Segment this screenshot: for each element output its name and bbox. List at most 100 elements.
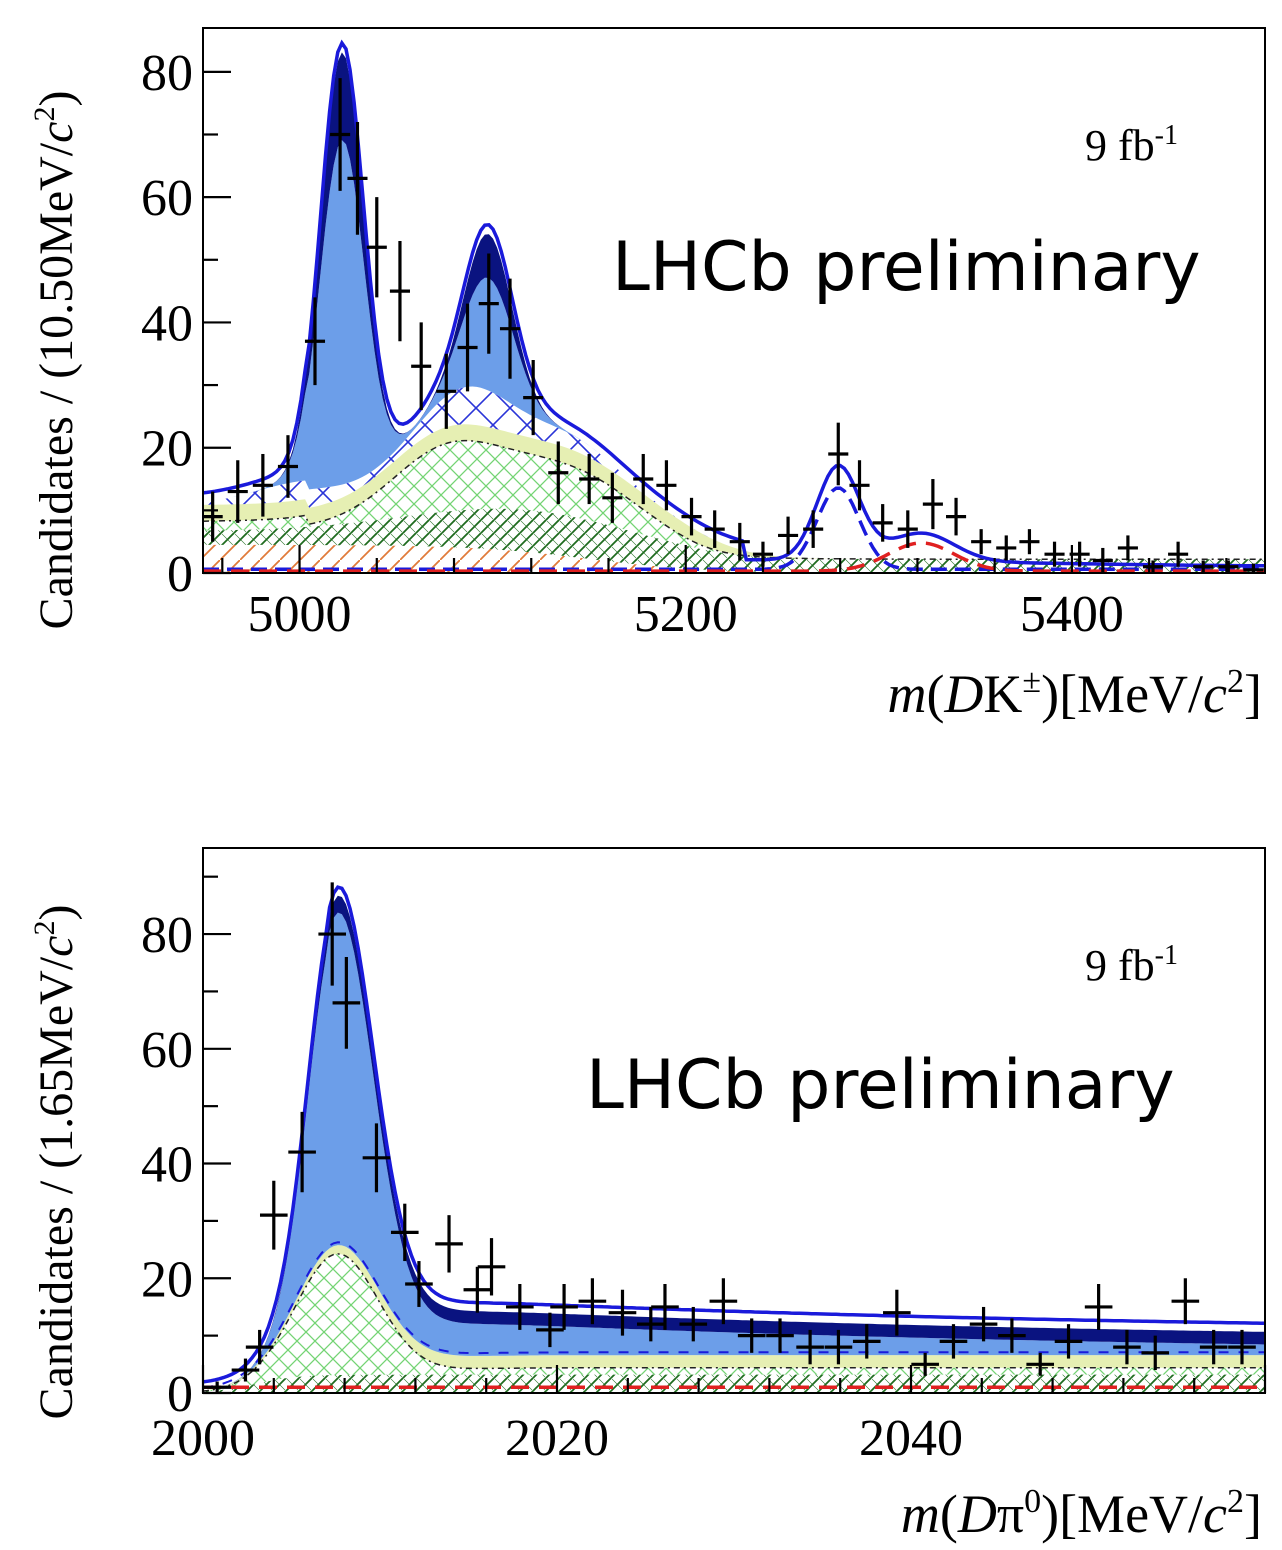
- data-point: [1117, 535, 1138, 561]
- panel-dpi0-data-points: [203, 882, 1256, 1393]
- data-point: [803, 510, 824, 548]
- data-point: [436, 353, 457, 429]
- data-point: [548, 441, 569, 505]
- data-point: [457, 303, 478, 392]
- data-point: [1141, 1335, 1170, 1371]
- bkg-darkgreen-hatched: [203, 508, 1265, 573]
- data-point: [1142, 560, 1164, 573]
- data-point: [227, 460, 248, 523]
- bkg-lightgreen-crosshatch: [203, 440, 1265, 560]
- data-point: [202, 491, 223, 542]
- data-point: [477, 1238, 506, 1296]
- panel-dk-data-points: [202, 78, 1264, 573]
- data-point: [578, 1278, 607, 1325]
- data-point: [737, 1318, 766, 1353]
- y-tick-label: 0: [167, 1366, 193, 1423]
- data-point: [1084, 1284, 1113, 1330]
- data-point: [1228, 1329, 1256, 1365]
- panel-dk-lumi: 9 fb-1: [1085, 120, 1178, 170]
- data-point: [506, 1284, 534, 1330]
- data-point: [245, 1329, 274, 1365]
- data-point: [633, 453, 654, 505]
- data-point: [1054, 1324, 1083, 1359]
- data-point: [704, 510, 725, 548]
- panel-dk-frame: [202, 27, 1266, 574]
- data-point: [828, 422, 849, 486]
- data-point: [390, 1203, 419, 1262]
- data-point: [946, 497, 967, 536]
- panel-dpi0-xlabel: m(Dπ0)[MeV/c2]: [901, 1483, 1262, 1544]
- y-tick-label: 40: [141, 1137, 193, 1194]
- panel-dk: 0 20 40 60 80 5000 5200 5400 9 fb-1 LHCb prelim…: [28, 27, 1266, 724]
- data-point: [778, 516, 799, 555]
- data-point: [330, 78, 351, 191]
- data-point: [1092, 547, 1113, 573]
- y-tick-label: 20: [141, 421, 193, 478]
- data-point: [411, 322, 432, 411]
- data-point: [939, 1324, 968, 1359]
- data-point: [729, 522, 750, 561]
- y-tick-label: 20: [141, 1251, 193, 1308]
- x-tick-label: 5000: [248, 586, 352, 643]
- panel-dpi0-frame: [202, 847, 1266, 1394]
- curve-b-peak-dashed: [203, 486, 1265, 571]
- data-point: [608, 1289, 637, 1336]
- data-point: [766, 1318, 794, 1353]
- panel-dk-ylabel: Candidates / (10.50MeV/c2): [28, 91, 83, 630]
- data-point: [304, 297, 326, 386]
- data-point: [796, 1329, 824, 1365]
- signal-light-fill: [203, 912, 1265, 1391]
- data-point: [347, 121, 368, 235]
- data-point: [203, 1381, 231, 1393]
- data-point: [463, 1266, 492, 1313]
- y-tick-label: 60: [141, 170, 193, 227]
- bkg-orange-hatched: [203, 544, 1265, 573]
- bkg-darkgreen-hatched: [203, 1374, 1265, 1393]
- y-tick-label: 80: [141, 45, 193, 102]
- data-point: [681, 497, 702, 536]
- data-point: [231, 1358, 260, 1382]
- y-tick-label: 0: [167, 546, 193, 603]
- panel-dk-watermark: LHCb preliminary: [612, 228, 1201, 307]
- data-point: [277, 435, 299, 498]
- bkg-misid-band: [203, 1245, 1265, 1392]
- panel-dpi0-ylabel: Candidates / (1.65MeV/c2): [28, 905, 83, 1420]
- data-point: [389, 240, 410, 342]
- data-point: [1218, 560, 1239, 573]
- data-point: [318, 882, 347, 986]
- data-point: [499, 278, 521, 379]
- data-point: [435, 1215, 463, 1273]
- x-tick-label: 2000: [151, 1410, 255, 1467]
- x-tick-label: 5200: [634, 586, 738, 643]
- data-point: [849, 460, 870, 511]
- data-point: [922, 479, 943, 530]
- data-point: [679, 1306, 708, 1342]
- panel-dk-ticks: 0 20 40 60 80 5000 5200 5400: [141, 45, 1228, 643]
- data-point: [1193, 560, 1214, 573]
- data-point: [1113, 1329, 1141, 1365]
- data-point: [1168, 541, 1189, 567]
- panel-dk-fills: [203, 52, 1265, 573]
- data-point: [998, 1318, 1026, 1353]
- x-tick-label: 2040: [859, 1410, 963, 1467]
- data-point: [332, 957, 361, 1049]
- curve-blue-dashed: [202, 1241, 1265, 1389]
- data-point: [1171, 1278, 1200, 1325]
- y-tick-label: 60: [141, 1022, 193, 1079]
- panel-dpi0-fit-curves: [202, 885, 1265, 1392]
- signal-dark-fill: [203, 895, 1265, 1391]
- y-tick-label: 40: [141, 295, 193, 352]
- x-tick-label: 2020: [505, 1410, 609, 1467]
- data-point: [536, 1312, 564, 1348]
- data-point: [579, 453, 600, 505]
- data-point: [911, 1352, 939, 1376]
- data-point: [288, 1111, 316, 1193]
- panel-dk-fit-curves: [202, 39, 1265, 573]
- data-point: [824, 1329, 853, 1365]
- data-point: [651, 1284, 679, 1330]
- data-point: [366, 197, 387, 298]
- x-tick-label: 5400: [1020, 586, 1124, 643]
- panel-dpi0-watermark: LHCb preliminary: [586, 1046, 1175, 1125]
